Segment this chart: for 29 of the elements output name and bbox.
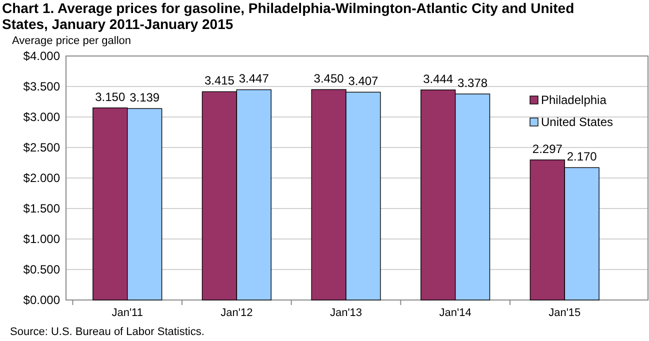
data-label: 3.150 bbox=[95, 90, 126, 104]
source-note: Source: U.S. Bureau of Labor Statistics. bbox=[10, 326, 204, 338]
x-tick-label: Jan'13 bbox=[330, 307, 362, 319]
x-tick-label: Jan'11 bbox=[112, 307, 143, 319]
y-tick-label: $4.000 bbox=[23, 49, 60, 63]
data-label: 3.444 bbox=[423, 72, 454, 86]
y-tick-label: $1.000 bbox=[23, 232, 60, 246]
x-tick-label: Jan'14 bbox=[439, 307, 472, 319]
data-label: 3.139 bbox=[130, 90, 160, 105]
chart-title: Chart 1. Average prices for gasoline, Philadelphia-Wilmington-Atlantic City and United States, January 2011-January 2015 bbox=[2, 0, 574, 32]
data-label: 3.415 bbox=[204, 74, 235, 88]
y-tick-label: $0.500 bbox=[23, 262, 60, 276]
y-axis-title: Average price per gallon bbox=[12, 35, 132, 47]
data-label: 3.407 bbox=[348, 74, 379, 88]
data-label: 2.170 bbox=[566, 150, 598, 164]
y-tick-label: $0.000 bbox=[23, 293, 60, 307]
data-label: 3.447 bbox=[238, 72, 270, 86]
y-tick-label: $1.500 bbox=[23, 202, 60, 216]
legend-label: United States bbox=[541, 115, 614, 129]
x-tick-label: Jan'15 bbox=[548, 307, 581, 319]
data-label: 3.450 bbox=[314, 72, 344, 86]
y-tick-label: $3.500 bbox=[23, 80, 60, 94]
x-tick-label: Jan'12 bbox=[220, 307, 253, 319]
y-tick-label: $2.500 bbox=[23, 140, 60, 154]
legend-label: Philadelphia bbox=[541, 93, 607, 107]
data-label: 2.297 bbox=[532, 142, 563, 156]
y-tick-label: $2.000 bbox=[23, 171, 60, 185]
y-tick-label: $3.000 bbox=[23, 110, 60, 124]
data-label: 3.378 bbox=[458, 76, 488, 90]
